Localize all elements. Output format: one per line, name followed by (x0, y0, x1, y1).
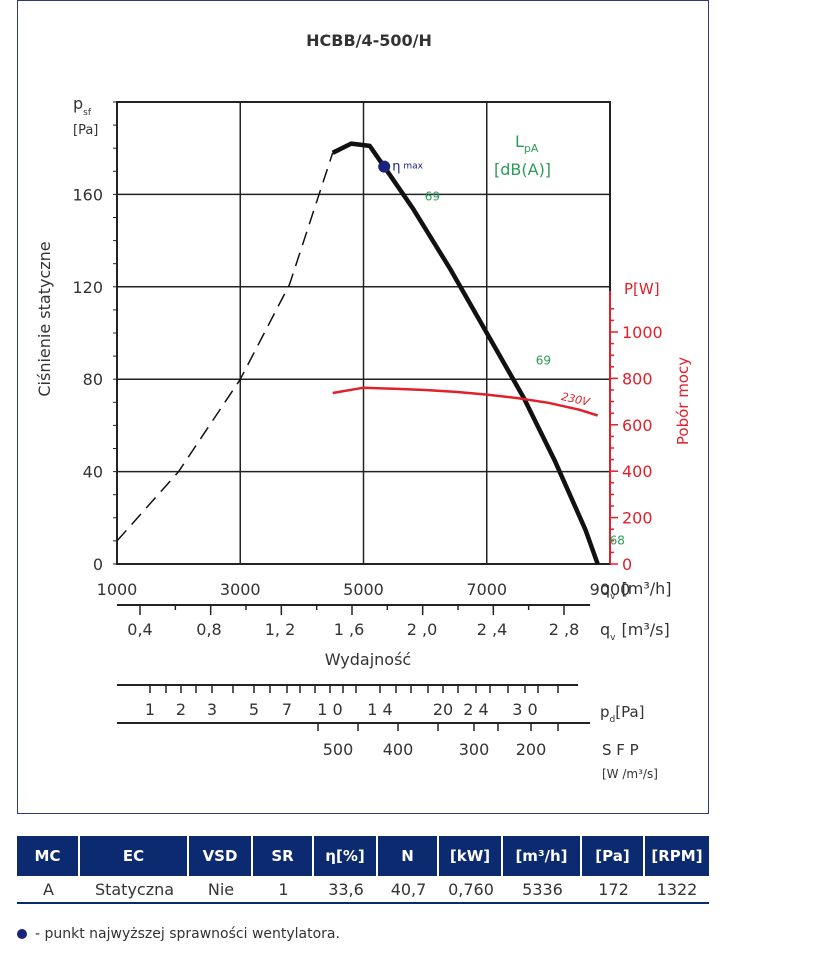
header-ec: EC (80, 836, 189, 876)
x-unit-m3h: qv [m³/h] (600, 579, 672, 602)
lpa-unit: [dB(A)] (494, 160, 551, 179)
pd-tick-label: 2 (176, 700, 186, 719)
sfp-label: S F P (602, 741, 639, 759)
right-tick-label: 1000 (622, 323, 663, 342)
table-row: A Statyczna Nie 1 33,6 40,7 0,760 5336 1… (17, 876, 709, 904)
right-tick-label: 0 (622, 555, 632, 574)
chart-title: HCBB/4-500/H (306, 31, 432, 50)
pd-scale: 1 2 3 5 7 1 0 1 4 20 2 4 3 0 (117, 684, 578, 719)
cell-mc: A (17, 876, 80, 904)
header-mc: MC (17, 836, 80, 876)
chart-frame: HCBB/4-500/H psf [Pa] Ciśnienie statyczn… (17, 0, 709, 814)
sfp-unit: [W /m³/s] (602, 767, 658, 781)
pd-tick-label: 1 (145, 700, 155, 719)
m3s-tick-label: 0,4 (127, 620, 152, 639)
sfp-scale: 500 400 300 200 (117, 722, 590, 759)
pd-tick-label: 20 (433, 700, 453, 719)
right-axis-label: Pobór mocy (674, 357, 692, 445)
eta-max-legend-dot (17, 929, 27, 939)
right-tick-label: 400 (622, 462, 653, 481)
x-ticks-m3h: 1000 3000 5000 7000 9000 (97, 580, 631, 599)
lpa-label: LpA (515, 132, 539, 155)
y-axis-label: Ciśnienie statyczne (35, 241, 54, 396)
y-unit-symbol: psf (73, 94, 92, 118)
header-vsd: VSD (189, 836, 253, 876)
cell-kw: 0,760 (439, 876, 503, 904)
power-curve-label: 230V (560, 390, 592, 409)
sfp-tick-label: 400 (383, 740, 414, 759)
pd-tick-label: 3 0 (512, 700, 537, 719)
cell-sr: 1 (253, 876, 314, 904)
noise-label: 69 (536, 353, 551, 367)
header-m3h: [m³/h] (503, 836, 582, 876)
cell-ec: Statyczna (80, 876, 189, 904)
cell-vsd: Nie (189, 876, 253, 904)
noise-label: 69 (425, 189, 440, 203)
header-rpm: [RPM] (645, 836, 709, 876)
x-tick-label: 5000 (343, 580, 384, 599)
x-tick-label: 7000 (466, 580, 507, 599)
cell-pa: 172 (582, 876, 645, 904)
y-tick-label: 120 (72, 278, 103, 297)
pd-tick-label: 1 0 (317, 700, 342, 719)
x-tick-label: 3000 (220, 580, 261, 599)
y-tick-label: 0 (93, 555, 103, 574)
pd-tick-label: 3 (207, 700, 217, 719)
noise-label: 68 (610, 533, 625, 547)
m3s-tick-label: 1 ,6 (334, 620, 365, 639)
sfp-tick-label: 500 (323, 740, 354, 759)
y-tick-label: 160 (72, 185, 103, 204)
cell-m3h: 5336 (503, 876, 582, 904)
sfp-tick-label: 300 (459, 740, 490, 759)
pd-tick-label: 1 4 (367, 700, 392, 719)
right-power-axis: 0 200 400 600 800 1000 (609, 291, 663, 574)
unstable-region-curve (116, 152, 334, 542)
y-unit-bracket: [Pa] (73, 123, 98, 138)
cell-eta: 33,6 (314, 876, 378, 904)
m3s-tick-label: 2 ,8 (549, 620, 580, 639)
m3s-tick-label: 1, 2 (265, 620, 296, 639)
header-sr: SR (253, 836, 314, 876)
fan-curve-chart: HCBB/4-500/H psf [Pa] Ciśnienie statyczn… (35, 31, 692, 781)
m3s-tick-label: 2 ,4 (477, 620, 508, 639)
m3s-tick-label: 2 ,0 (407, 620, 438, 639)
header-eta: η[%] (314, 836, 378, 876)
eta-max-label: η max (392, 160, 423, 175)
sfp-tick-label: 200 (516, 740, 547, 759)
legend-note-text: - punkt najwyższej sprawności wentylator… (35, 926, 340, 942)
fan-curve (331, 141, 600, 565)
x-unit-m3s: qv [m³/s] (600, 620, 670, 643)
pd-unit: pd[Pa] (600, 703, 645, 725)
right-tick-label: 800 (622, 369, 653, 388)
m3s-tick-label: 0,8 (196, 620, 221, 639)
header-kw: [kW] (439, 836, 503, 876)
spec-table: MC EC VSD SR η[%] N [kW] [m³/h] [Pa] [RP… (17, 836, 709, 904)
x-tick-label: 1000 (97, 580, 138, 599)
y-ticks: 0 40 80 120 160 (72, 101, 117, 574)
cell-n: 40,7 (378, 876, 439, 904)
right-tick-label: 200 (622, 509, 653, 528)
x-axis-label: Wydajność (325, 650, 411, 669)
pd-tick-label: 7 (282, 700, 292, 719)
x-tick-label: 9000 (590, 580, 631, 599)
cell-rpm: 1322 (645, 876, 709, 904)
y-tick-label: 40 (83, 463, 103, 482)
right-axis-unit: P[W] (624, 280, 660, 298)
legend-note: - punkt najwyższej sprawności wentylator… (17, 926, 340, 942)
eta-max-point (378, 160, 391, 173)
table-header-row: MC EC VSD SR η[%] N [kW] [m³/h] [Pa] [RP… (17, 836, 709, 876)
right-tick-label: 600 (622, 416, 653, 435)
x-ticks-m3s: 0,4 0,8 1, 2 1 ,6 2 ,0 2 ,4 2 ,8 (117, 604, 590, 639)
pd-tick-label: 5 (249, 700, 259, 719)
header-pa: [Pa] (582, 836, 645, 876)
pd-tick-label: 2 4 (463, 700, 488, 719)
power-curve (332, 386, 599, 417)
y-tick-label: 80 (83, 370, 103, 389)
header-n: N (378, 836, 439, 876)
